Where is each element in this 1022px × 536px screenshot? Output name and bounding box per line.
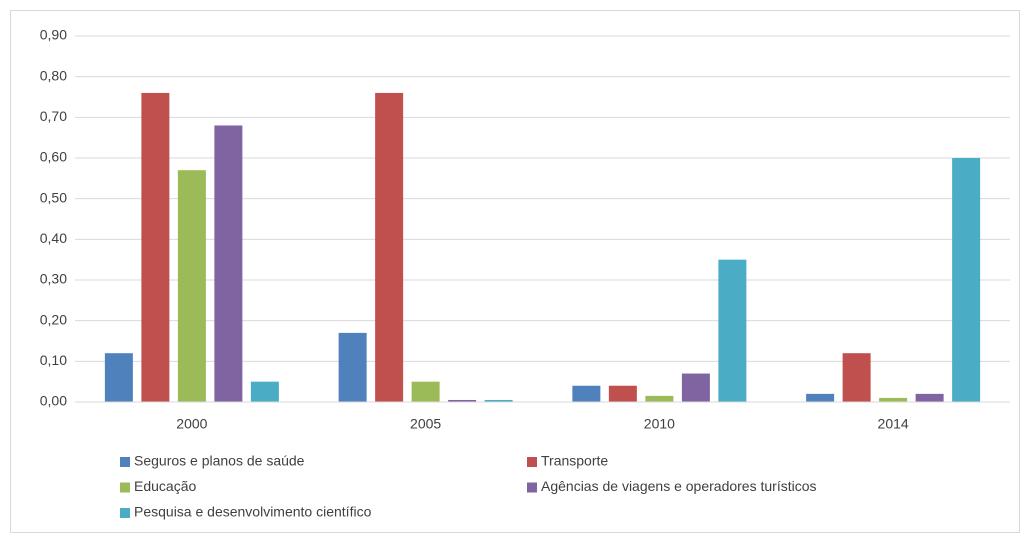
y-tick-label: 0,20 (40, 311, 67, 327)
bar (250, 381, 279, 402)
bar (214, 125, 243, 402)
bar (718, 259, 747, 402)
bar (915, 393, 944, 402)
y-tick-label: 0,40 (40, 230, 67, 246)
bar (842, 353, 871, 402)
legend-label: Seguros e planos de saúde (134, 453, 305, 469)
y-tick-label: 0,60 (40, 149, 67, 165)
legend-label: Pesquisa e desenvolvimento científico (134, 504, 372, 520)
x-tick-label: 2010 (644, 416, 675, 432)
bar (375, 92, 404, 402)
bar (104, 353, 133, 402)
x-tick-label: 2005 (410, 416, 441, 432)
bar (879, 397, 908, 402)
y-tick-label: 0,90 (40, 27, 67, 43)
legend-swatch (527, 482, 537, 493)
bar (608, 385, 637, 402)
bar (141, 92, 170, 402)
legend-swatch (120, 508, 130, 518)
legend-label: Agências de viagens e operadores turísti… (541, 478, 817, 494)
bar (484, 399, 513, 402)
x-tick-label: 2000 (176, 416, 207, 432)
y-tick-label: 0,00 (40, 393, 67, 409)
legend-label: Transporte (541, 453, 608, 469)
y-tick-label: 0,80 (40, 67, 67, 83)
legend-swatch (120, 482, 130, 493)
legend-swatch (527, 457, 537, 467)
bar (572, 385, 601, 402)
y-tick-label: 0,10 (40, 352, 67, 368)
y-tick-label: 0,70 (40, 108, 67, 124)
x-tick-label: 2014 (878, 416, 909, 432)
y-tick-label: 0,30 (40, 271, 67, 287)
legend-label: Educação (134, 478, 196, 494)
bar (806, 393, 835, 402)
bar (952, 158, 981, 402)
legend-swatch (120, 457, 130, 467)
bar (411, 381, 440, 402)
y-tick-label: 0,50 (40, 189, 67, 205)
bar (177, 170, 206, 402)
bar (681, 373, 710, 402)
bar (645, 395, 674, 402)
bar (338, 332, 367, 402)
bar (448, 399, 477, 402)
